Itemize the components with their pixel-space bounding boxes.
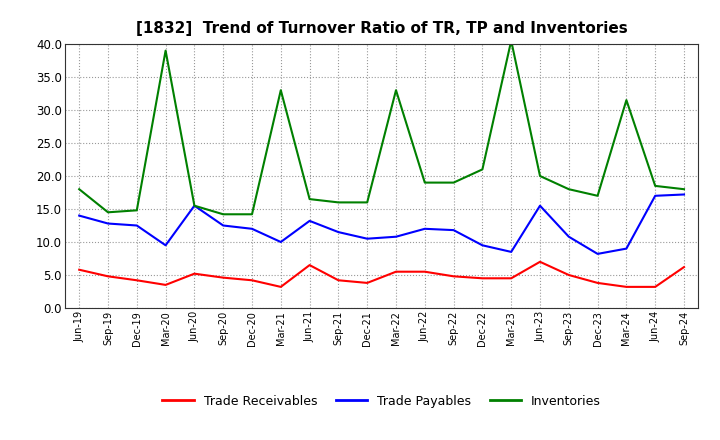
Trade Payables: [392, 234, 400, 239]
Trade Receivables: [420, 269, 429, 275]
Trade Payables: [305, 218, 314, 224]
Trade Payables: [132, 223, 141, 228]
Trade Receivables: [449, 274, 458, 279]
Inventories: [132, 208, 141, 213]
Trade Receivables: [507, 275, 516, 281]
Trade Receivables: [478, 275, 487, 281]
Trade Receivables: [75, 267, 84, 272]
Trade Receivables: [564, 272, 573, 278]
Trade Receivables: [104, 274, 112, 279]
Inventories: [564, 187, 573, 192]
Trade Receivables: [132, 278, 141, 283]
Trade Receivables: [536, 259, 544, 264]
Line: Trade Receivables: Trade Receivables: [79, 262, 684, 287]
Line: Trade Payables: Trade Payables: [79, 194, 684, 254]
Inventories: [219, 212, 228, 217]
Line: Inventories: Inventories: [79, 40, 684, 214]
Trade Receivables: [680, 264, 688, 270]
Trade Payables: [104, 221, 112, 226]
Trade Payables: [564, 234, 573, 239]
Inventories: [680, 187, 688, 192]
Inventories: [536, 173, 544, 179]
Trade Receivables: [392, 269, 400, 275]
Inventories: [392, 88, 400, 93]
Trade Payables: [507, 249, 516, 254]
Inventories: [334, 200, 343, 205]
Inventories: [276, 88, 285, 93]
Trade Payables: [363, 236, 372, 241]
Inventories: [593, 193, 602, 198]
Trade Receivables: [334, 278, 343, 283]
Trade Payables: [622, 246, 631, 251]
Inventories: [161, 48, 170, 53]
Trade Receivables: [622, 284, 631, 290]
Trade Receivables: [161, 282, 170, 288]
Trade Payables: [593, 251, 602, 257]
Title: [1832]  Trend of Turnover Ratio of TR, TP and Inventories: [1832] Trend of Turnover Ratio of TR, TP…: [136, 21, 627, 36]
Trade Receivables: [190, 271, 199, 276]
Inventories: [478, 167, 487, 172]
Trade Payables: [420, 226, 429, 231]
Inventories: [305, 196, 314, 202]
Trade Receivables: [651, 284, 660, 290]
Inventories: [190, 203, 199, 209]
Inventories: [75, 187, 84, 192]
Trade Payables: [478, 243, 487, 248]
Trade Receivables: [219, 275, 228, 280]
Inventories: [449, 180, 458, 185]
Trade Payables: [276, 239, 285, 245]
Trade Receivables: [593, 280, 602, 286]
Trade Payables: [334, 230, 343, 235]
Trade Payables: [449, 227, 458, 233]
Trade Receivables: [305, 262, 314, 268]
Trade Receivables: [276, 284, 285, 290]
Inventories: [507, 38, 516, 43]
Trade Payables: [680, 192, 688, 197]
Trade Payables: [651, 193, 660, 198]
Trade Payables: [75, 213, 84, 218]
Inventories: [248, 212, 256, 217]
Inventories: [363, 200, 372, 205]
Inventories: [651, 183, 660, 188]
Trade Payables: [536, 203, 544, 209]
Trade Payables: [190, 203, 199, 209]
Trade Payables: [161, 243, 170, 248]
Trade Receivables: [248, 278, 256, 283]
Inventories: [104, 210, 112, 215]
Inventories: [622, 97, 631, 103]
Inventories: [420, 180, 429, 185]
Trade Receivables: [363, 280, 372, 286]
Trade Payables: [248, 226, 256, 231]
Trade Payables: [219, 223, 228, 228]
Legend: Trade Receivables, Trade Payables, Inventories: Trade Receivables, Trade Payables, Inven…: [157, 390, 606, 413]
